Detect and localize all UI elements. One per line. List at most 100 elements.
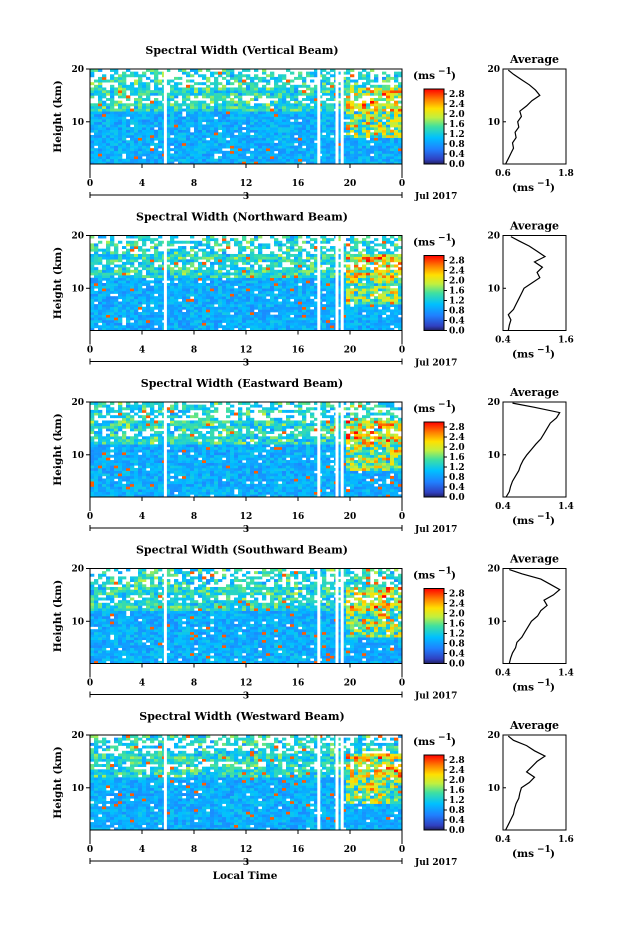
profile-title: Average: [509, 553, 559, 566]
profile-title: Average: [509, 719, 559, 732]
chart-title: Spectral Width (Northward Beam): [136, 211, 348, 224]
y-tick-label: 10: [71, 451, 84, 461]
x-tick-label: 0: [399, 845, 405, 855]
date-label: Jul 2017: [414, 525, 457, 535]
date-label: Jul 2017: [414, 192, 457, 202]
colorbar-unit: (ms: [413, 237, 435, 249]
x-tick-label: 12: [240, 179, 253, 189]
colorbar-tick-label: 0.8: [449, 140, 465, 150]
profile-frame: [502, 401, 567, 498]
colorbar-tick-label: 0.8: [449, 473, 465, 483]
x-tick-label: 4: [139, 679, 145, 689]
profile-y-tick-label: 20: [487, 232, 500, 242]
colorbar-tick-label: 0.4: [449, 317, 465, 327]
date-label: Jul 2017: [414, 359, 457, 369]
profile-x-tick-label: 1.8: [558, 169, 574, 179]
colorbar-tick-label: 0.4: [449, 483, 465, 493]
profile-x-label-exponent: −1: [537, 845, 551, 855]
y-tick-label: 20: [71, 731, 84, 741]
colorbar-unit-exponent: −1: [438, 400, 452, 410]
profile-frame: [502, 568, 567, 664]
colorbar-tick-label: 2.4: [449, 600, 465, 610]
colorbar: [423, 754, 445, 831]
colorbar-tick-label: 1.6: [449, 287, 465, 297]
profile-x-tick-label: 1.6: [558, 835, 574, 845]
date-day-label: 3: [243, 192, 249, 202]
x-tick-label: 0: [87, 346, 93, 356]
x-tick-label: 0: [399, 179, 405, 189]
x-tick-label: 16: [292, 512, 305, 522]
colorbar-tick-label: 2.0: [449, 776, 465, 786]
profile-line: [505, 69, 541, 165]
colorbar: [423, 588, 445, 664]
profile-title: Average: [509, 53, 559, 66]
data-gap: [317, 402, 321, 497]
x-tick-label: 0: [399, 346, 405, 356]
x-tick-label: 0: [399, 679, 405, 689]
date-day-label: 3: [243, 858, 249, 868]
data-gap: [317, 235, 321, 331]
colorbar-unit: (ms: [413, 403, 435, 415]
data-gap: [335, 568, 339, 664]
profile-line: [505, 402, 561, 498]
x-tick-label: 12: [240, 845, 253, 855]
profile-y-tick-label: 10: [487, 617, 500, 627]
data-gap: [340, 568, 344, 664]
heatmap-cells: [90, 735, 403, 831]
profile-x-tick-label: 0.6: [495, 169, 511, 179]
y-tick-label: 20: [71, 565, 84, 575]
colorbar: [423, 88, 445, 165]
heatmap-cells: [90, 568, 403, 664]
profile-x-label: (ms: [512, 848, 534, 860]
panel-2: Spectral Width (Northward Beam) 10 20 Heigh…: [52, 211, 574, 369]
date-label: Jul 2017: [414, 858, 457, 868]
profile-y-tick-label: 20: [487, 731, 500, 741]
panel-1: Spectral Width (Vertical Beam) 10 20 Height…: [52, 44, 574, 202]
x-tick-label: 4: [139, 346, 145, 356]
colorbar-tick-label: 2.0: [449, 443, 465, 453]
panel-4: Spectral Width (Southward Beam) 10 20 Heigh…: [52, 544, 574, 702]
colorbar-unit-close: ): [451, 70, 456, 82]
colorbar-unit-exponent: −1: [438, 733, 452, 743]
profile-y-tick-label: 10: [487, 118, 500, 128]
profile-x-tick-label: 1.6: [558, 336, 574, 346]
profile-x-tick-label: 1.4: [558, 502, 574, 512]
x-tick-label: 20: [344, 346, 357, 356]
profile-x-label-exponent: −1: [537, 179, 551, 189]
colorbar-tick-label: 0.0: [449, 160, 465, 170]
colorbar-unit-exponent: −1: [438, 67, 452, 77]
y-axis-label: Height (km): [52, 413, 64, 485]
data-gap: [317, 568, 321, 664]
heatmap-cells: [90, 235, 403, 331]
y-tick-label: 10: [71, 118, 84, 128]
x-tick-label: 8: [191, 845, 197, 855]
colorbar-tick-label: 1.6: [449, 786, 465, 796]
profile-x-label-close: ): [550, 349, 555, 361]
profile-x-tick-label: 0.4: [495, 336, 511, 346]
colorbar-tick-label: 2.8: [449, 756, 465, 766]
colorbar-tick-label: 1.2: [449, 130, 465, 140]
profile-y-tick-label: 10: [487, 451, 500, 461]
x-tick-label: 0: [87, 512, 93, 522]
colorbar-tick-label: 2.0: [449, 610, 465, 620]
data-gap: [335, 69, 339, 164]
date-day-label: 3: [243, 359, 249, 369]
data-gap: [335, 235, 339, 331]
colorbar: [423, 255, 445, 331]
y-axis-label: Height (km): [52, 746, 64, 818]
x-tick-label: 0: [87, 179, 93, 189]
colorbar-unit-close: ): [451, 736, 456, 748]
colorbar-tick-label: 2.8: [449, 90, 465, 100]
panel-3: Spectral Width (Eastward Beam) 10 20 Height…: [52, 377, 574, 535]
x-tick-label: 20: [344, 512, 357, 522]
y-tick-label: 20: [71, 232, 84, 242]
colorbar: [423, 421, 445, 498]
data-gap: [317, 735, 321, 830]
profile-y-tick-label: 20: [487, 398, 500, 408]
x-tick-label: 20: [344, 679, 357, 689]
colorbar-tick-label: 1.6: [449, 120, 465, 130]
profile-y-tick-label: 20: [487, 65, 500, 75]
colorbar-tick-label: 1.2: [449, 630, 465, 640]
heatmap-cells: [90, 402, 403, 498]
profile-frame: [502, 734, 567, 831]
